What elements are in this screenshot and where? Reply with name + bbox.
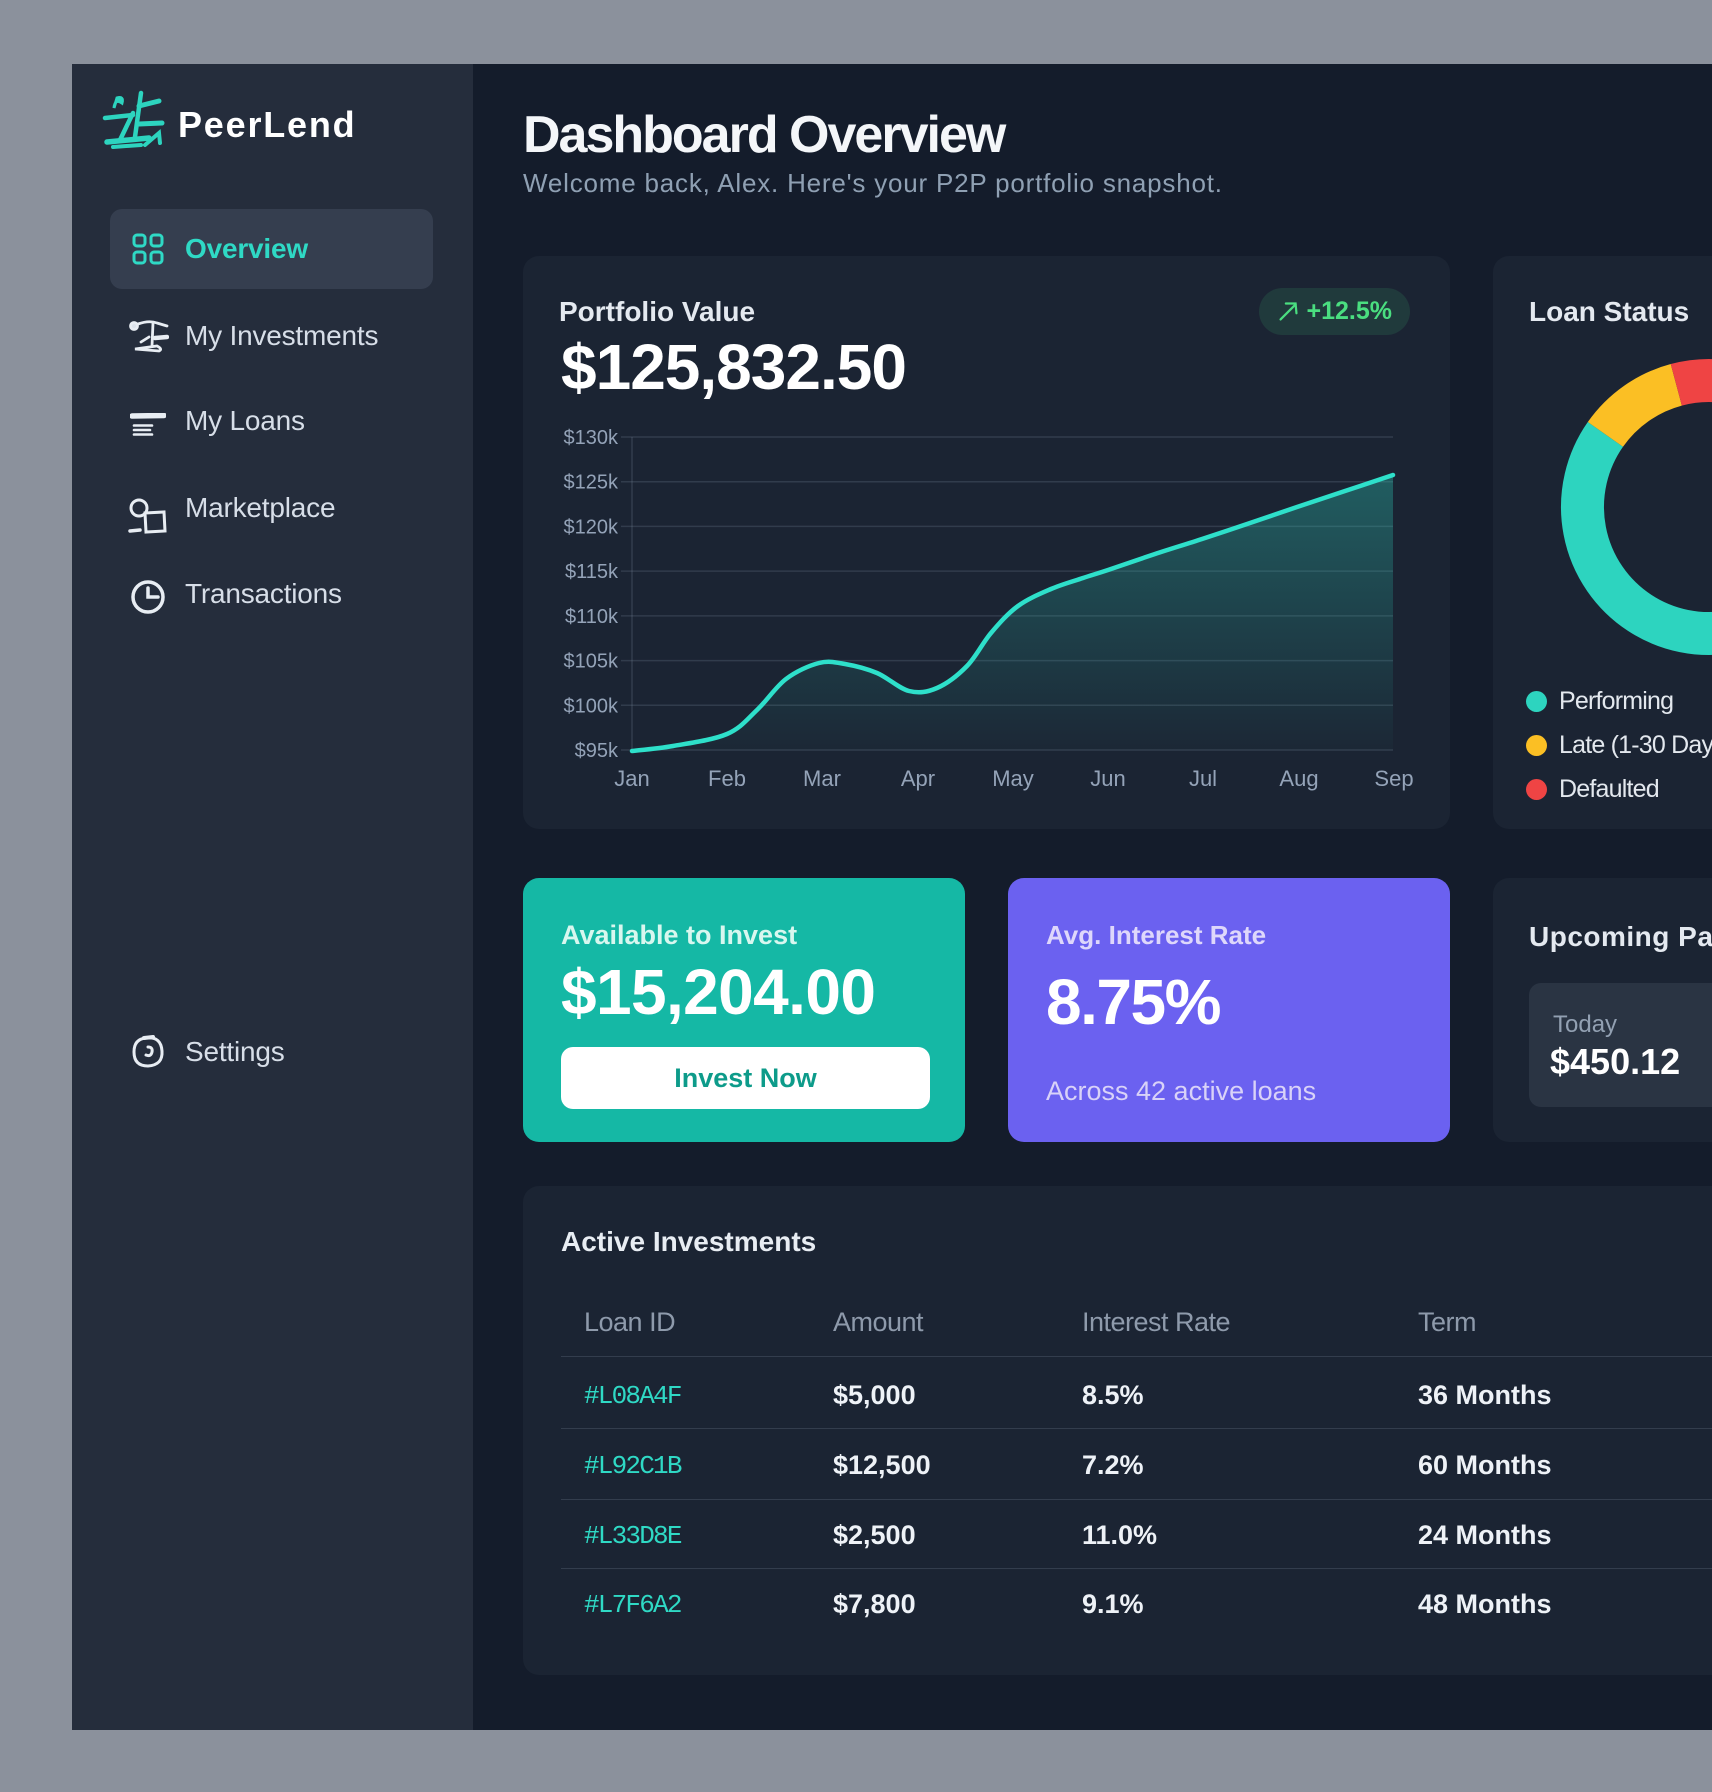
svg-text:Feb: Feb [708, 766, 746, 791]
svg-text:$125k: $125k [564, 472, 619, 494]
svg-text:Apr: Apr [901, 766, 935, 791]
svg-text:$120k: $120k [564, 516, 619, 538]
svg-text:Mar: Mar [803, 766, 841, 791]
svg-text:Sep: Sep [1374, 766, 1413, 791]
svg-text:Jun: Jun [1090, 766, 1125, 791]
svg-text:$100k: $100k [564, 695, 619, 717]
svg-text:$130k: $130k [564, 427, 619, 449]
svg-text:Aug: Aug [1279, 766, 1318, 791]
svg-text:$110k: $110k [565, 606, 619, 628]
svg-text:Jul: Jul [1189, 766, 1217, 791]
svg-text:May: May [992, 766, 1034, 791]
svg-text:$115k: $115k [565, 561, 619, 583]
svg-text:$105k: $105k [564, 651, 619, 673]
svg-text:$95k: $95k [575, 740, 619, 762]
svg-text:Jan: Jan [614, 766, 649, 791]
